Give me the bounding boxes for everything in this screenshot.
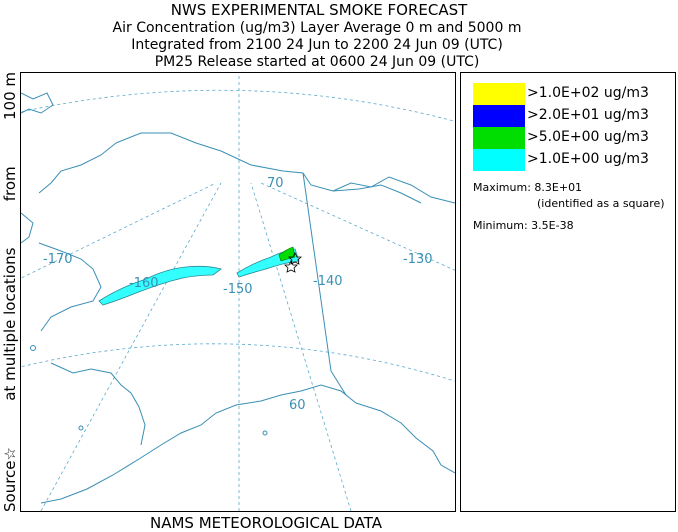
legend-panel: >1.0E+02 ug/m3 >2.0E+01 ug/m3 >5.0E+00 u… bbox=[460, 72, 676, 512]
legend-maximum: Maximum: 8.3E+01 bbox=[473, 181, 583, 194]
legend-swatch bbox=[473, 83, 525, 105]
source-locations-label: at multiple locations bbox=[1, 247, 19, 401]
source-markers bbox=[284, 252, 302, 273]
source-label: Source☆ bbox=[1, 447, 19, 512]
legend-label: >1.0E+00 ug/m3 bbox=[527, 151, 649, 167]
source-from-label: from bbox=[1, 166, 19, 202]
source-star-icon bbox=[284, 260, 298, 273]
subtitle-concentration: Air Concentration (ug/m3) Layer Average … bbox=[112, 20, 522, 36]
island-marker bbox=[262, 430, 268, 436]
legend-item: >1.0E+00 ug/m3 bbox=[473, 149, 673, 171]
island-marker bbox=[78, 425, 84, 431]
smoke-plume-west bbox=[98, 265, 222, 306]
alaska-map: -170 -160 -150 -140 -130 70 60 bbox=[21, 73, 455, 511]
legend-label: >2.0E+01 ug/m3 bbox=[527, 107, 649, 123]
map-panel: -170 -160 -150 -140 -130 70 60 bbox=[20, 72, 456, 512]
legend-maximum-note: (identified as a square) bbox=[537, 197, 665, 210]
longitude-label: -130 bbox=[403, 252, 433, 267]
longitude-label: -150 bbox=[223, 282, 253, 297]
source-star-icon bbox=[288, 252, 302, 265]
subtitle-release: PM25 Release started at 0600 24 Jun 09 (… bbox=[154, 54, 480, 70]
meridian-160 bbox=[40, 182, 222, 511]
latitude-label: 60 bbox=[289, 398, 306, 413]
legend-label: >1.0E+02 ug/m3 bbox=[527, 85, 649, 101]
russia-coastline bbox=[21, 92, 54, 244]
legend-swatch bbox=[473, 105, 525, 127]
legend-item: >2.0E+01 ug/m3 bbox=[473, 105, 673, 127]
longitude-label: -160 bbox=[129, 276, 159, 291]
meridian-140 bbox=[250, 182, 352, 511]
footer-label: NAMS METEOROLOGICAL DATA bbox=[150, 514, 382, 532]
smoke-core-green bbox=[278, 246, 296, 262]
meridian-170 bbox=[21, 182, 217, 279]
longitude-label: -170 bbox=[43, 252, 73, 267]
latitude-line-70 bbox=[21, 89, 455, 122]
legend-item: >5.0E+00 ug/m3 bbox=[473, 127, 673, 149]
source-height-label: 100 m bbox=[1, 72, 19, 121]
legend-swatch bbox=[473, 127, 525, 149]
alaska-coastline bbox=[38, 132, 422, 504]
latitude-label: 70 bbox=[267, 176, 284, 191]
meridian-130 bbox=[260, 182, 455, 271]
legend-swatch bbox=[473, 149, 525, 171]
subtitle-integration: Integrated from 2100 24 Jun to 2200 24 J… bbox=[131, 37, 503, 53]
legend-item: >1.0E+02 ug/m3 bbox=[473, 83, 673, 105]
longitude-label: -140 bbox=[313, 274, 343, 289]
canada-coastline bbox=[332, 176, 455, 474]
source-side-label: Source☆ at multiple locations from 100 m bbox=[0, 72, 20, 512]
island-marker bbox=[30, 345, 36, 351]
latitude-line-60 bbox=[21, 343, 455, 382]
legend-minimum: Minimum: 3.5E-38 bbox=[473, 219, 574, 232]
map-title: NWS EXPERIMENTAL SMOKE FORECAST bbox=[170, 1, 468, 19]
legend-label: >5.0E+00 ug/m3 bbox=[527, 129, 649, 145]
